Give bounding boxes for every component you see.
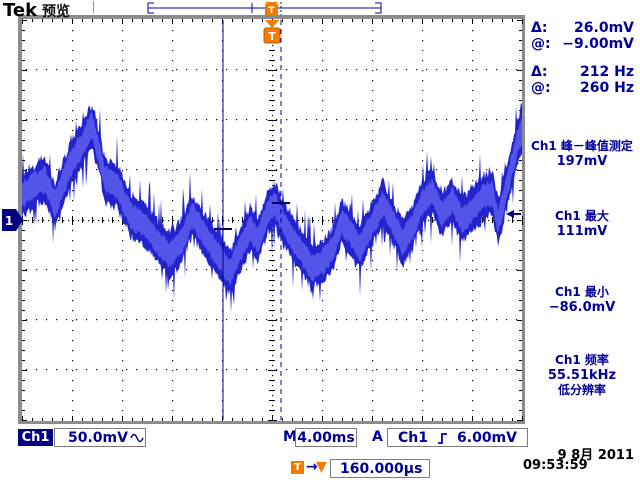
delta-icon: Δ: bbox=[531, 20, 548, 36]
timebase-box: 4.00ms bbox=[295, 428, 357, 447]
measurement-frequency: Ch1 频率 55.51kHz 低分辨率 bbox=[524, 353, 640, 398]
record-window-right-bracket bbox=[375, 2, 382, 14]
trigger-source: Ch1 bbox=[398, 429, 428, 446]
low-resolution-qualifier: 低分辨率 bbox=[557, 383, 606, 397]
record-trigger-flag bbox=[265, 4, 278, 15]
horizontal-delay-box: 160.000µs bbox=[330, 459, 430, 478]
cursor-delta-voltage: Δ: 26.0mV bbox=[531, 20, 634, 36]
trigger-level-arrow-tail bbox=[514, 213, 521, 215]
acquisition-mode-label: 预览 bbox=[42, 4, 70, 20]
trigger-level: 6.00mV bbox=[457, 429, 517, 446]
timebase-label: M bbox=[283, 429, 297, 445]
record-trigger-flag-letter: T bbox=[268, 6, 275, 16]
cursor-at-frequency: @: 260 Hz bbox=[531, 80, 634, 96]
delta-icon: Δ: bbox=[531, 64, 548, 80]
channel-1-ground-number: 1 bbox=[5, 214, 13, 228]
trigger-position-icon: T bbox=[291, 461, 304, 474]
cursor-at-voltage: @: −9.00mV bbox=[531, 36, 634, 52]
at-icon: @: bbox=[531, 36, 551, 52]
date-display: 9 8月 2011 bbox=[557, 448, 634, 463]
cursor-2-amplitude-tick bbox=[272, 202, 290, 204]
trigger-position-badge bbox=[263, 27, 281, 44]
ch1-waveform-core bbox=[22, 112, 522, 286]
trigger-position-letter: T bbox=[268, 30, 276, 43]
tek-logo: Tek bbox=[3, 0, 38, 21]
measurement-min: Ch1 最小 −86.0mV bbox=[548, 285, 616, 315]
record-window-left-bracket bbox=[147, 2, 154, 14]
at-icon: @: bbox=[531, 80, 551, 96]
measurement-max: Ch1 最大 111mV bbox=[555, 209, 609, 239]
rising-edge-icon bbox=[438, 432, 447, 444]
acquire-label: A bbox=[372, 429, 383, 445]
vertical-scale-box: 50.0mV bbox=[54, 428, 146, 447]
delay-arrow-icon: → bbox=[306, 459, 318, 475]
ac-coupling-icon bbox=[130, 433, 144, 442]
delay-marker-icon: ▼ bbox=[316, 459, 327, 475]
channel-1-ground-marker bbox=[2, 209, 23, 231]
trigger-readout-box: Ch1 6.00mV bbox=[387, 428, 528, 447]
topbar-divider bbox=[93, 1, 94, 13]
measurement-pkpk: Ch1 峰－峰值测定 197mV bbox=[531, 139, 633, 169]
trigger-position-arrow-icon bbox=[265, 20, 279, 28]
channel-1-badge: Ch1 bbox=[18, 429, 53, 446]
trigger-level-arrow-icon bbox=[506, 210, 514, 218]
cursor-1-amplitude-tick bbox=[214, 228, 232, 230]
cursor-delta-frequency: Δ: 212 Hz bbox=[531, 64, 634, 80]
time-display: 09:53:59 bbox=[523, 458, 588, 473]
